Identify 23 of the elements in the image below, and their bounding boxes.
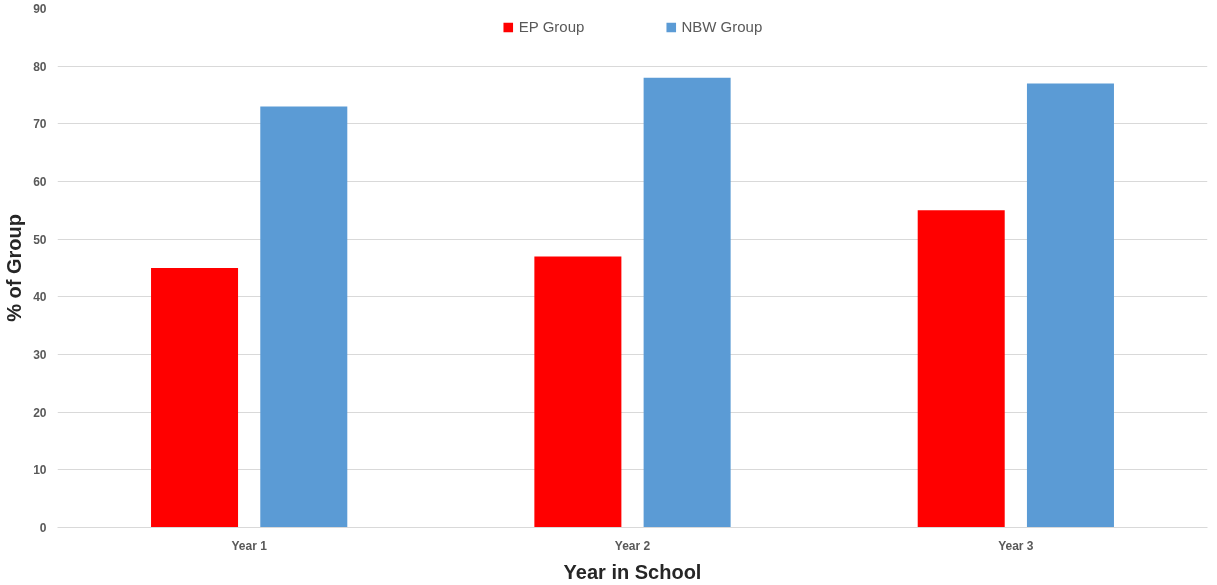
y-tick-label: 30: [33, 348, 47, 362]
x-tick-label: Year 3: [998, 538, 1034, 553]
y-tick-label: 50: [33, 232, 47, 247]
x-tick-label: Year 1: [231, 538, 268, 553]
y-tick-label: 70: [33, 117, 47, 132]
y-tick-label: 0: [39, 521, 47, 535]
y-tick-label: 20: [33, 405, 47, 420]
bar: [643, 77, 731, 528]
bar: [260, 106, 348, 528]
bar: [917, 210, 1005, 528]
bar: [151, 268, 239, 528]
y-axis-title: % of Group: [3, 214, 26, 322]
y-tick-label: 40: [33, 290, 47, 305]
bar: [1026, 83, 1114, 528]
legend-label: EP Group: [518, 18, 585, 35]
y-tick-label: 10: [33, 463, 47, 478]
x-axis-title: Year in School: [563, 560, 702, 583]
y-tick-label: 60: [33, 175, 47, 189]
x-tick-label: Year 2: [614, 538, 651, 553]
bar: [534, 256, 622, 528]
y-tick-label: 90: [33, 2, 47, 16]
y-tick-label: 80: [33, 59, 47, 74]
legend-label: NBW Group: [681, 18, 763, 35]
